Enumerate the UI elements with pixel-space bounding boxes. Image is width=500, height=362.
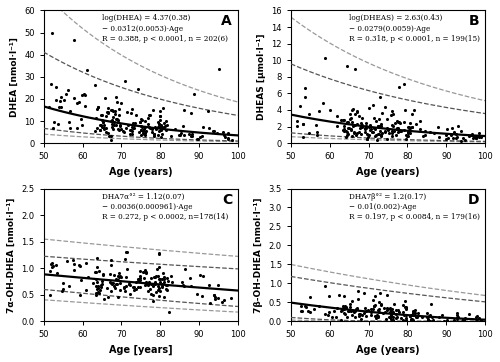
Point — [343, 129, 351, 135]
Point — [377, 301, 385, 307]
Point — [447, 132, 455, 138]
Point — [121, 79, 129, 84]
Point — [122, 274, 130, 280]
Point — [293, 123, 301, 129]
Point — [160, 294, 168, 299]
Point — [97, 122, 105, 128]
Point — [122, 283, 130, 289]
Point — [389, 123, 397, 129]
Point — [131, 120, 139, 126]
Point — [93, 106, 101, 112]
Point — [418, 314, 426, 320]
Point — [98, 124, 106, 130]
Point — [348, 298, 356, 304]
Point — [134, 86, 142, 92]
Point — [423, 314, 431, 320]
Point — [396, 120, 404, 126]
Point — [374, 123, 382, 129]
Point — [362, 120, 370, 126]
Point — [442, 132, 450, 138]
Point — [388, 122, 396, 128]
Text: D: D — [468, 193, 479, 206]
Point — [50, 119, 58, 125]
Point — [108, 289, 116, 294]
Point — [152, 273, 160, 279]
Point — [381, 104, 389, 110]
Point — [386, 316, 394, 322]
Point — [400, 312, 408, 317]
Point — [156, 279, 164, 285]
Point — [122, 249, 130, 255]
Point — [150, 107, 158, 113]
Point — [130, 284, 138, 290]
Point — [438, 312, 446, 318]
Point — [58, 104, 66, 110]
Point — [383, 292, 391, 298]
Point — [140, 130, 147, 136]
Point — [153, 266, 161, 272]
Point — [158, 124, 166, 130]
Point — [156, 124, 164, 130]
Point — [410, 107, 418, 113]
Point — [132, 112, 140, 118]
Point — [112, 286, 120, 291]
Point — [388, 318, 396, 324]
Point — [404, 129, 411, 135]
Point — [388, 130, 396, 136]
Point — [382, 128, 390, 134]
Point — [350, 130, 358, 136]
Point — [128, 131, 136, 137]
Point — [144, 124, 152, 130]
Point — [300, 303, 308, 308]
Point — [107, 118, 115, 124]
Point — [391, 120, 399, 126]
Point — [156, 134, 164, 139]
Point — [374, 307, 382, 313]
Point — [98, 117, 106, 123]
Point — [161, 123, 169, 129]
Point — [338, 307, 346, 312]
Point — [108, 257, 116, 263]
Point — [342, 128, 350, 134]
Point — [94, 264, 102, 270]
Point — [97, 113, 105, 118]
Point — [406, 119, 414, 125]
Point — [220, 132, 228, 138]
Point — [387, 312, 395, 318]
Point — [392, 126, 400, 131]
Point — [458, 318, 466, 324]
Point — [337, 117, 345, 123]
Point — [312, 132, 320, 138]
Point — [341, 311, 349, 317]
Point — [411, 310, 419, 316]
Point — [176, 132, 184, 138]
Point — [76, 263, 84, 269]
Point — [472, 133, 480, 139]
Point — [452, 312, 460, 318]
Point — [210, 292, 218, 298]
Point — [402, 132, 410, 138]
Point — [351, 111, 359, 117]
Point — [108, 108, 116, 114]
Point — [397, 315, 405, 321]
Point — [111, 108, 119, 114]
Point — [356, 129, 364, 135]
Point — [373, 137, 381, 143]
Text: log(DHEA) = 4.37(0.38)
− 0.0312(0.0053)·Age
R = 0.388, p < 0.0001, n = 202(6): log(DHEA) = 4.37(0.38) − 0.0312(0.0053)·… — [102, 14, 228, 43]
Point — [340, 310, 348, 316]
Point — [468, 135, 476, 141]
Point — [154, 287, 162, 292]
Point — [126, 282, 134, 288]
Point — [90, 82, 98, 88]
Point — [110, 272, 118, 278]
Point — [421, 132, 429, 138]
Point — [156, 117, 164, 123]
Point — [138, 124, 145, 130]
Point — [162, 286, 170, 291]
Point — [155, 286, 163, 291]
Point — [140, 126, 148, 131]
Point — [147, 275, 155, 281]
Point — [142, 281, 150, 287]
Point — [64, 258, 72, 264]
Point — [353, 122, 361, 127]
